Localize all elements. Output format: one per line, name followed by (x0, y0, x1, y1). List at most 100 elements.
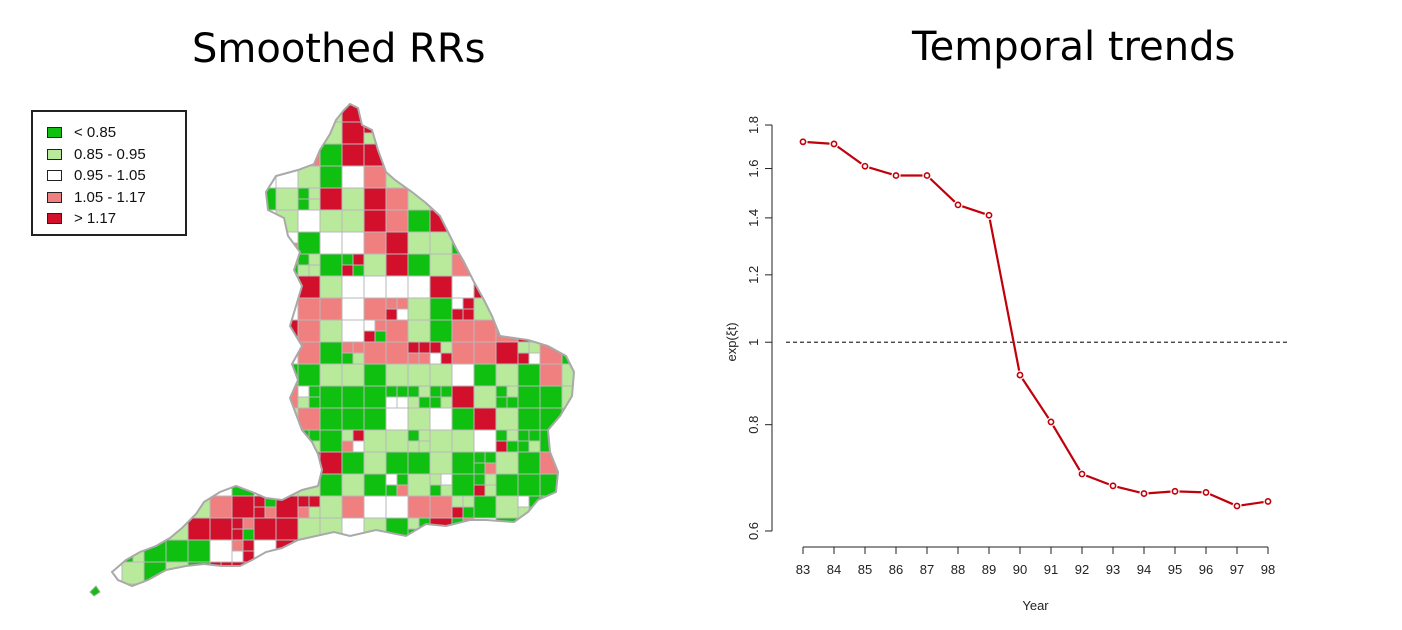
data-point (892, 172, 900, 179)
map-cell (473, 429, 497, 453)
map-cell (517, 583, 541, 586)
map-cell (440, 484, 453, 497)
map-cell (132, 418, 145, 431)
map-cell (297, 209, 321, 233)
map-cell (231, 418, 244, 431)
map-cell (352, 341, 365, 354)
map-cell (517, 297, 541, 321)
map-cell (374, 330, 387, 343)
map-cell (297, 231, 321, 255)
map-cell (429, 583, 442, 586)
map-cell (143, 319, 167, 343)
map-cell (473, 363, 497, 387)
map-cell (385, 583, 409, 586)
map-cell (231, 385, 255, 409)
map-cell (112, 297, 123, 321)
data-point (1078, 470, 1086, 478)
legend-swatch (47, 148, 62, 160)
map-cell (297, 198, 310, 211)
map-cell (462, 506, 475, 519)
map-cell (407, 429, 420, 442)
map-cell (209, 495, 233, 519)
map-cell (473, 143, 497, 167)
map-cell (429, 132, 442, 145)
map-cell (561, 451, 574, 464)
map-cell (231, 352, 244, 365)
map-canvas (89, 100, 606, 606)
map-cell (539, 242, 552, 255)
map-cell (341, 385, 365, 409)
map-cell (473, 451, 486, 464)
map-cell (517, 473, 541, 497)
map-cell (429, 495, 453, 519)
map-cell (584, 100, 606, 122)
x-tick-label: 97 (1230, 562, 1244, 577)
map-cell (451, 363, 475, 387)
map-cell (473, 495, 497, 519)
map-cell (407, 451, 431, 475)
map-cell (506, 385, 519, 398)
map-cell (407, 495, 431, 519)
series-line-segment (807, 141, 830, 145)
map-cell (584, 584, 606, 606)
map-cell (264, 385, 277, 398)
y-tick-label: 1 (746, 339, 761, 346)
map-cell (584, 298, 595, 309)
map-cell (517, 561, 530, 574)
map-cell (242, 253, 255, 266)
map-cell (451, 385, 475, 409)
map-cell (132, 407, 145, 420)
map-cell (451, 121, 475, 145)
map-cell (429, 473, 442, 486)
map-cell (550, 242, 563, 255)
map-cell (352, 253, 365, 266)
map-cell (561, 187, 574, 211)
map-cell (429, 396, 442, 409)
data-point (923, 172, 931, 179)
map-cell (143, 374, 156, 387)
map-cell (517, 572, 530, 585)
map-cell (253, 561, 266, 574)
map-cell (385, 104, 409, 123)
map-cell (473, 253, 486, 266)
map-cell (484, 264, 497, 277)
map-cell (429, 517, 453, 541)
map-cell (385, 143, 409, 167)
map-cell (319, 341, 343, 365)
map-cell (539, 121, 563, 145)
map-cell (275, 517, 299, 541)
data-point (861, 162, 869, 170)
map-cell (561, 495, 574, 519)
legend-item: 1.05 - 1.17 (47, 187, 185, 209)
map-cell (143, 253, 167, 277)
map-cell (112, 385, 123, 409)
x-tick-label: 93 (1106, 562, 1120, 577)
map-cell (539, 385, 563, 409)
map-cell (550, 220, 563, 233)
map-cell (363, 104, 387, 123)
map-cell (319, 407, 343, 431)
map-cell (112, 407, 123, 431)
map-cell (440, 352, 453, 365)
map-cell (473, 583, 497, 586)
map-cell (275, 143, 299, 167)
map-cell (165, 539, 189, 563)
map-cell (495, 429, 508, 442)
map-cell (297, 264, 310, 277)
map-cell (209, 363, 233, 387)
map-cell (440, 473, 453, 486)
map-cell (319, 561, 343, 585)
map-cell (341, 121, 365, 145)
map-cell (385, 132, 398, 145)
map-cell (209, 429, 233, 453)
map-cell (275, 319, 299, 343)
map-cell (584, 144, 606, 166)
map-cell (176, 308, 189, 321)
map-cell (495, 495, 519, 519)
map-cell (253, 104, 266, 112)
map-cell (276, 595, 287, 606)
map-cell (385, 231, 409, 255)
map-cell (539, 104, 552, 112)
map-cell (495, 176, 508, 189)
map-cell (418, 528, 431, 541)
